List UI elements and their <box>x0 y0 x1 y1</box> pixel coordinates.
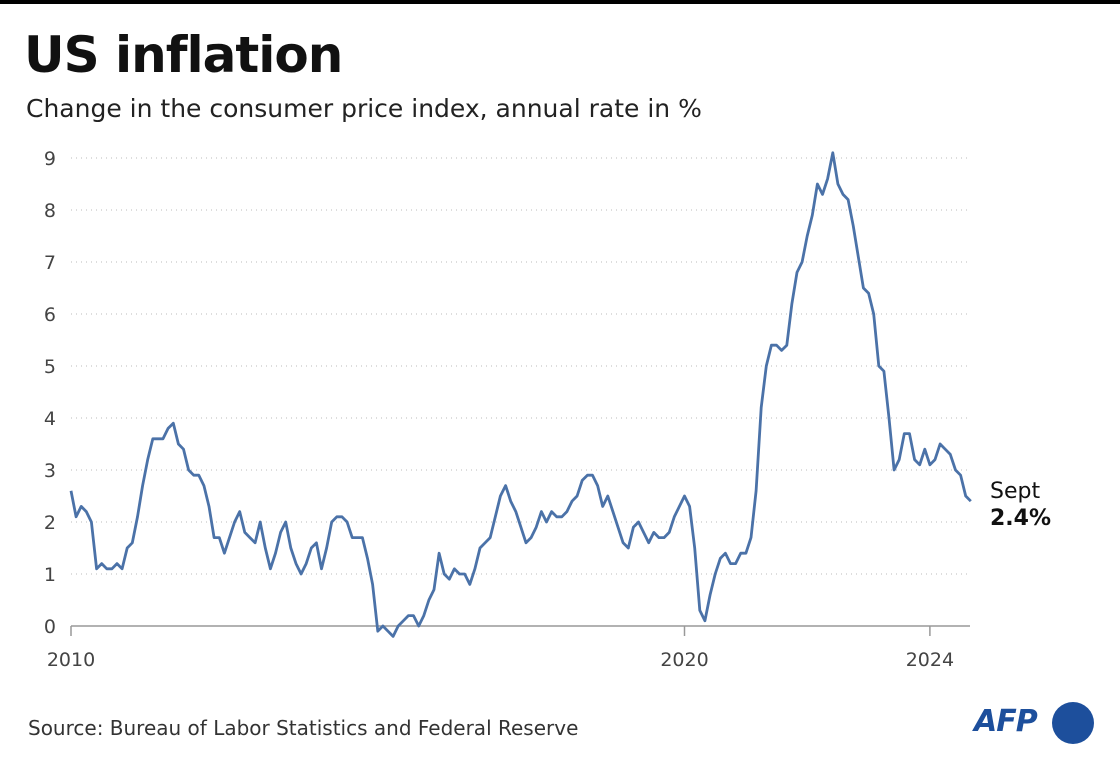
x-tick-label: 2024 <box>906 649 954 671</box>
y-tick-label: 2 <box>44 512 56 534</box>
y-tick-label: 3 <box>44 460 56 482</box>
logo-text: AFP <box>974 704 1038 739</box>
y-tick-label: 6 <box>44 304 56 326</box>
y-tick-label: 9 <box>44 148 56 170</box>
y-tick-label: 4 <box>44 408 56 430</box>
y-tick-label: 0 <box>44 616 56 638</box>
y-tick-label: 8 <box>44 200 56 222</box>
annotation-value: 2.4% <box>990 506 1051 531</box>
logo-circle-icon <box>1052 702 1094 744</box>
chart-title: US inflation <box>24 26 343 84</box>
y-tick-label: 1 <box>44 564 56 586</box>
cpi-series-line <box>69 151 972 638</box>
top-rule <box>0 0 1120 4</box>
y-tick-label: 7 <box>44 252 56 274</box>
afp-logo: AFP <box>970 700 1100 746</box>
source-note: Source: Bureau of Labor Statistics and F… <box>28 716 579 740</box>
chart-subtitle: Change in the consumer price index, annu… <box>26 94 702 123</box>
x-tick-label: 2010 <box>47 649 95 671</box>
x-tick-label: 2020 <box>660 649 708 671</box>
y-tick-label: 5 <box>44 356 56 378</box>
annotation-label: Sept <box>990 479 1040 504</box>
